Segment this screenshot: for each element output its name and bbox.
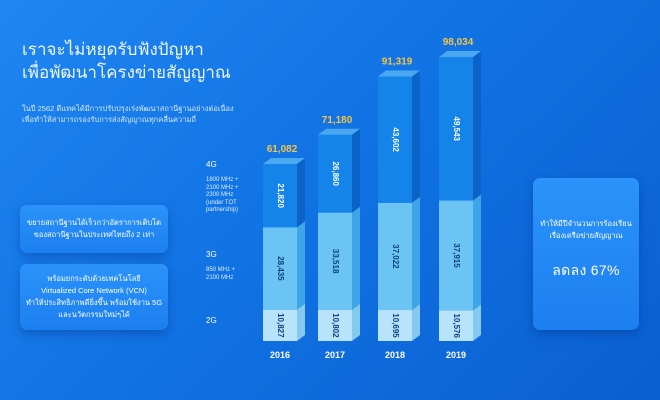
bar-side-3g-2016	[297, 221, 305, 310]
value-label-2g-2019: 10,576	[452, 313, 461, 338]
intro-line-2: เพื่อทำให้สามารถรองรับการส่งสัญญาณทุกคลื…	[22, 115, 196, 124]
headline-line-2: เพื่อพัฒนาโครงข่ายสัญญาณ	[22, 63, 231, 82]
legend-4g-band-3: 2300 MHz	[206, 192, 234, 198]
value-label-4g-2019: 49,543	[452, 117, 461, 142]
x-tick-label-2018: 2018	[385, 350, 405, 360]
bar-3g-2017	[318, 212, 352, 310]
bar-4g-2016	[263, 164, 297, 228]
bar-side-3g-2018	[412, 196, 420, 311]
capacity-card: ขยายสถานีฐานได้เร็วกว่าอัตราการเติบโต ขอ…	[20, 205, 168, 253]
intro-line-1: ในปี 2562 ดีแทคได้มีการปรับปรุงเร่งพัฒนา…	[22, 104, 234, 113]
complaints-result: ลดลง 67%	[552, 262, 620, 278]
intro-text: ในปี 2562 ดีแทคได้มีการปรับปรุงเร่งพัฒนา…	[22, 103, 282, 125]
bar-4g-2019	[439, 57, 473, 201]
total-label-2016: 61,082	[267, 144, 298, 155]
x-tick-label-2017: 2017	[325, 350, 345, 360]
vcn-card: พร้อมยกระดับด้วยเทคโนโลยี Virtualized Co…	[20, 264, 168, 330]
bar-4g-2017	[318, 134, 352, 213]
bar-side-4g-2018	[412, 70, 420, 203]
vcn-line-3: ทำให้ประสิทธิภาพดียิ่งขึ้น พร้อมใช้งาน 5…	[25, 298, 163, 307]
value-label-3g-2017: 33,518	[331, 249, 340, 274]
bar-side-4g-2019	[473, 51, 481, 201]
legend-4g-bands: 1800 MHz + 2100 MHz + 2300 MHz (under TO…	[206, 177, 239, 215]
legend-3g-label: 3G	[206, 250, 217, 259]
capacity-line-1: ขยายสถานีฐานได้เร็วกว่าอัตราการเติบโต	[27, 218, 161, 227]
legend-2g-label: 2G	[206, 316, 217, 325]
bar-top-2017	[318, 128, 360, 135]
complaints-card: ทำให้มีปีจำนวนการร้องเรียน เรื่องเครือข่…	[533, 178, 639, 330]
bar-2g-2016	[263, 309, 297, 341]
x-tick-label-2019: 2019	[446, 350, 466, 360]
total-label-2019: 98,034	[443, 37, 474, 48]
bar-top-2016	[263, 158, 305, 165]
value-label-3g-2018: 37,022	[391, 244, 400, 269]
value-label-2g-2017: 10,802	[331, 313, 340, 338]
legend-4g-band-1: 1800 MHz +	[206, 177, 239, 183]
value-label-2g-2018: 10,695	[391, 313, 400, 338]
legend-4g-band-5: partnership)	[206, 207, 239, 213]
legend-3g-band-2: 2100 MHz	[206, 274, 234, 281]
bar-top-2018	[378, 70, 420, 77]
vcn-line-2: Virtualized Core Network (VCN)	[41, 286, 147, 295]
headline-line-1: เราจะไม่หยุดรับฟังปัญหา	[22, 40, 204, 59]
bar-side-4g-2016	[297, 158, 305, 228]
bar-4g-2018	[378, 76, 412, 203]
bar-2g-2017	[318, 309, 352, 341]
value-label-2g-2016: 10,827	[276, 313, 285, 338]
bar-2g-2018	[378, 310, 412, 341]
bar-side-2g-2017	[352, 303, 360, 341]
bar-side-3g-2019	[473, 194, 481, 311]
value-label-4g-2016: 21,820	[276, 183, 285, 208]
bar-side-2g-2018	[412, 304, 420, 341]
total-label-2017: 71,180	[322, 115, 353, 126]
legend-3g-bands: 850 MHz + 2100 MHz	[206, 267, 235, 282]
bar-side-2g-2019	[473, 304, 481, 341]
bar-side-3g-2017	[352, 206, 360, 310]
bar-top-2019	[439, 51, 481, 57]
value-label-4g-2018: 43,602	[391, 127, 400, 152]
total-label-2018: 91,319	[382, 56, 413, 67]
complaints-line-1: ทำให้มีปีจำนวนการร้องเรียน	[540, 219, 632, 228]
legend-4g-label: 4G	[206, 160, 217, 169]
bar-3g-2019	[439, 200, 473, 311]
value-label-4g-2017: 26,860	[331, 161, 340, 186]
bar-side-2g-2016	[297, 303, 305, 341]
vcn-line-4: และนวัตกรรมใหม่ๆได้	[58, 310, 130, 319]
legend-4g-band-2: 2100 MHz +	[206, 184, 239, 191]
x-tick-label-2016: 2016	[270, 350, 290, 360]
legend-3g-band-1: 850 MHz +	[206, 267, 236, 273]
headline: เราจะไม่หยุดรับฟังปัญหา เพื่อพัฒนาโครงข่…	[22, 38, 231, 84]
value-label-3g-2016: 28,435	[276, 256, 285, 281]
value-label-3g-2019: 37,915	[452, 243, 461, 268]
vcn-line-1: พร้อมยกระดับด้วยเทคโนโลยี	[47, 274, 141, 283]
capacity-line-2: ของสถานีฐานในประเทศไทยถึง 2 เท่า	[33, 230, 155, 239]
bar-side-4g-2017	[352, 128, 360, 213]
bar-2g-2019	[439, 310, 473, 341]
complaints-line-2: เรื่องเครือข่ายสัญญาณ	[549, 231, 623, 240]
bar-3g-2018	[378, 202, 412, 311]
bar-3g-2016	[263, 227, 297, 310]
legend-4g-band-4: (under TOT	[206, 199, 237, 206]
